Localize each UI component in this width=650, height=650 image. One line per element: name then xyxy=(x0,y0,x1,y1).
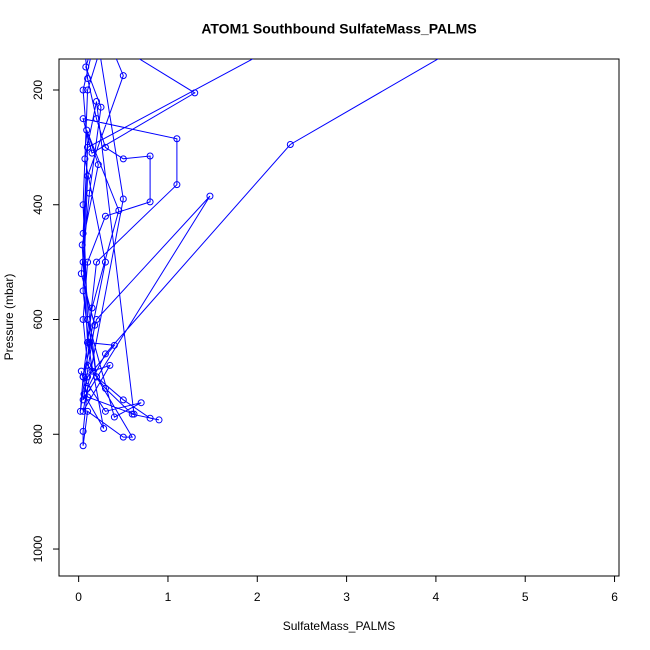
data-point xyxy=(88,367,96,375)
x-tick-label: 1 xyxy=(165,590,172,604)
data-point xyxy=(79,258,87,266)
data-point xyxy=(79,427,87,435)
data-point xyxy=(101,407,109,415)
data-point xyxy=(94,30,100,36)
data-point xyxy=(155,416,163,424)
y-tick-label: 200 xyxy=(31,80,45,100)
x-axis-label: SulfateMass_PALMS xyxy=(283,619,396,633)
data-point xyxy=(101,143,109,151)
data-point xyxy=(115,206,123,214)
data-point xyxy=(84,373,92,381)
data-point xyxy=(84,86,92,94)
data-point xyxy=(173,181,181,189)
data-point xyxy=(84,361,92,369)
data-point xyxy=(88,149,96,157)
x-tick-label: 3 xyxy=(343,590,350,604)
data-point xyxy=(79,201,87,209)
data-point xyxy=(97,103,105,111)
data-point xyxy=(84,407,92,415)
data-point xyxy=(79,407,87,415)
y-tick-label: 1000 xyxy=(31,535,45,562)
data-point xyxy=(85,338,93,346)
data-point xyxy=(101,212,109,220)
x-tick-label: 2 xyxy=(254,590,261,604)
data-point xyxy=(93,115,101,123)
data-point xyxy=(173,135,181,143)
y-axis-label: Pressure (mbar) xyxy=(2,274,16,361)
y-tick-label: 600 xyxy=(31,309,45,329)
data-point xyxy=(94,161,102,169)
data-point xyxy=(85,189,93,197)
data-line xyxy=(79,59,439,446)
data-point xyxy=(137,399,145,407)
data-point xyxy=(84,393,92,401)
data-point xyxy=(79,115,87,123)
data-point xyxy=(101,384,109,392)
data-point xyxy=(451,47,457,53)
data-point xyxy=(78,241,86,249)
data-point xyxy=(84,143,92,151)
data-point xyxy=(128,433,136,441)
data-point xyxy=(119,433,127,441)
data-point xyxy=(84,75,92,83)
data-point xyxy=(77,270,85,278)
data-point xyxy=(146,152,154,160)
data-point xyxy=(93,258,101,266)
plot-box xyxy=(58,58,620,577)
data-point xyxy=(83,126,91,134)
data-point xyxy=(84,172,92,180)
data-point xyxy=(119,195,127,203)
data-point xyxy=(130,410,138,418)
x-tick-label: 4 xyxy=(433,590,440,604)
y-tick-label: 800 xyxy=(31,424,45,444)
data-point xyxy=(146,198,154,206)
data-point xyxy=(106,361,114,369)
data-point xyxy=(79,86,87,94)
data-point xyxy=(146,414,154,422)
data-point xyxy=(88,304,96,312)
data-point xyxy=(93,373,101,381)
data-point xyxy=(79,316,87,324)
data-point xyxy=(119,72,127,80)
data-point xyxy=(84,384,92,392)
data-point xyxy=(102,30,108,36)
data-point xyxy=(84,316,92,324)
data-point xyxy=(80,30,86,36)
x-tick-label: 6 xyxy=(611,590,618,604)
data-point xyxy=(110,341,118,349)
data-point xyxy=(286,140,294,148)
data-point xyxy=(81,155,89,163)
data-point xyxy=(84,258,92,266)
data-point xyxy=(119,155,127,163)
data-point xyxy=(101,258,109,266)
data-point xyxy=(206,192,214,200)
data-point xyxy=(110,413,118,421)
data-point xyxy=(94,30,100,36)
data-point xyxy=(91,321,99,329)
x-tick-label: 0 xyxy=(75,590,82,604)
data-point xyxy=(79,442,87,450)
data-point xyxy=(82,63,90,71)
data-point xyxy=(79,229,87,237)
data-point xyxy=(191,89,199,97)
data-point xyxy=(77,367,85,375)
data-point xyxy=(119,396,127,404)
y-tick-label: 400 xyxy=(31,194,45,214)
plot-area xyxy=(76,30,457,450)
chart-title: ATOM1 Southbound SulfateMass_PALMS xyxy=(201,21,476,37)
data-point xyxy=(93,97,101,105)
x-tick-label: 5 xyxy=(522,590,529,604)
data-point xyxy=(100,425,108,433)
data-point xyxy=(79,287,87,295)
data-point xyxy=(101,350,109,358)
data-point xyxy=(76,407,84,415)
